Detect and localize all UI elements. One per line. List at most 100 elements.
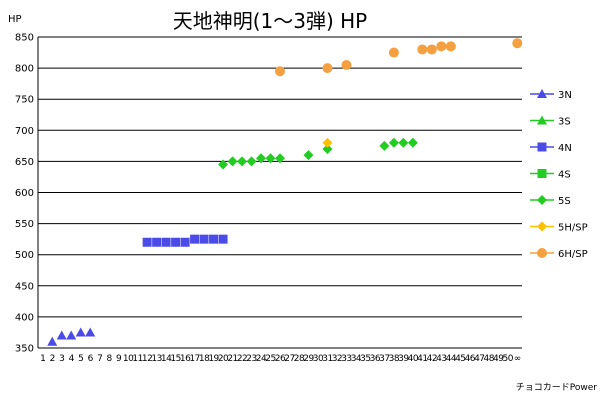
x-tick-label: 39 <box>398 354 409 364</box>
data-point <box>256 153 267 164</box>
data-point <box>426 44 437 55</box>
y-tick-labels: 350 400 450 500 550 600 650 700 750 800 850 <box>15 33 34 355</box>
x-tick-label: 45 <box>455 354 465 364</box>
x-tick-label: 40 <box>408 354 419 364</box>
legend-marker <box>537 195 547 205</box>
data-point <box>190 234 200 244</box>
x-tick-label: 49 <box>493 354 504 364</box>
grid-lines <box>38 36 522 349</box>
x-tick-label: 37 <box>379 354 389 364</box>
data-point <box>209 234 219 244</box>
legend-label: 4N <box>558 143 572 154</box>
data-point <box>142 237 152 247</box>
series-5h-sp <box>322 137 333 148</box>
x-tick-label: 34 <box>351 354 362 364</box>
x-tick-label: ∞ <box>514 354 521 364</box>
y-tick-label: 700 <box>15 126 34 137</box>
x-tick-label: 41 <box>417 354 427 364</box>
x-tick-label: 9 <box>116 354 122 364</box>
x-tick-label: 10 <box>123 354 134 364</box>
data-point <box>161 237 171 247</box>
x-tick-label: 20 <box>218 354 229 364</box>
legend-marker <box>537 169 547 178</box>
x-tick-label: 23 <box>246 354 256 364</box>
data-point <box>171 237 181 247</box>
data-point <box>388 47 399 58</box>
data-point <box>407 137 418 148</box>
x-tick-label: 2 <box>50 354 55 364</box>
legend-label: 3S <box>558 117 571 128</box>
legend-item: 3N <box>530 89 572 101</box>
y-tick-label: 600 <box>15 188 34 199</box>
data-point <box>56 330 67 340</box>
data-point <box>322 137 333 148</box>
data-point <box>512 38 523 49</box>
x-tick-label: 26 <box>275 354 286 364</box>
data-point <box>180 237 190 247</box>
x-tick-label: 28 <box>294 354 305 364</box>
y-tick-label: 850 <box>15 33 34 44</box>
x-tick-label: 33 <box>341 354 351 364</box>
legend-item: 4N <box>530 142 572 154</box>
x-tick-label: 24 <box>256 354 267 364</box>
data-point <box>152 237 162 247</box>
series-5s <box>218 137 418 170</box>
legend-item: 5H/SP <box>530 221 588 234</box>
x-tick-label: 36 <box>370 354 381 364</box>
x-tick-label: 42 <box>427 354 437 364</box>
data-point <box>218 159 229 170</box>
data-point <box>322 63 333 74</box>
x-tick-label: 44 <box>446 354 457 364</box>
x-tick-label: 47 <box>474 354 484 364</box>
series-6h-sp <box>275 38 523 77</box>
x-tick-label: 12 <box>142 354 152 364</box>
data-point <box>85 327 96 337</box>
series-4n <box>142 234 228 247</box>
data-point <box>445 41 456 52</box>
legend-marker <box>537 89 547 98</box>
y-axis-label: HP <box>8 14 22 25</box>
data-point <box>199 234 209 244</box>
x-tick-label: 19 <box>208 354 219 364</box>
y-tick-label: 650 <box>15 157 34 168</box>
legend-label: 5H/SP <box>558 223 588 234</box>
legend-marker <box>537 142 547 152</box>
data-point <box>379 140 390 151</box>
x-tick-label: 17 <box>189 354 199 364</box>
y-tick-label: 350 <box>15 344 34 355</box>
x-tick-label: 4 <box>69 354 75 364</box>
chart-title: 天地神明(1～3弾) HP <box>173 9 368 33</box>
data-point <box>66 330 77 340</box>
x-tick-label: 5 <box>78 354 83 364</box>
data-point <box>218 234 228 244</box>
x-axis-label: チョコカードPower <box>516 382 598 393</box>
data-point <box>388 137 399 148</box>
data-point <box>47 336 58 346</box>
x-tick-label: 25 <box>265 354 275 364</box>
x-tick-label: 13 <box>151 354 161 364</box>
data-point <box>436 41 447 52</box>
data-point <box>341 59 352 70</box>
y-tick-label: 400 <box>15 312 34 323</box>
x-tick-label: 8 <box>107 354 113 364</box>
x-tick-label: 1 <box>40 354 45 364</box>
y-tick-label: 450 <box>15 281 34 292</box>
legend-item: 4S <box>530 169 571 181</box>
legend-label: 3N <box>558 90 572 101</box>
data-point <box>322 143 333 154</box>
data-point <box>246 156 257 167</box>
x-tick-label: 16 <box>180 354 191 364</box>
x-tick-label: 27 <box>284 354 294 364</box>
data-point <box>417 44 428 55</box>
data-point <box>237 156 248 167</box>
legend-item: 5S <box>530 195 571 207</box>
x-tick-label: 31 <box>322 354 332 364</box>
series-3n <box>47 327 96 346</box>
legend-label: 6H/SP <box>558 249 588 260</box>
data-point <box>265 153 276 164</box>
data-point <box>75 327 86 337</box>
x-tick-label: 29 <box>303 354 314 364</box>
data-point <box>303 150 314 161</box>
legend-item: 3S <box>530 115 571 128</box>
